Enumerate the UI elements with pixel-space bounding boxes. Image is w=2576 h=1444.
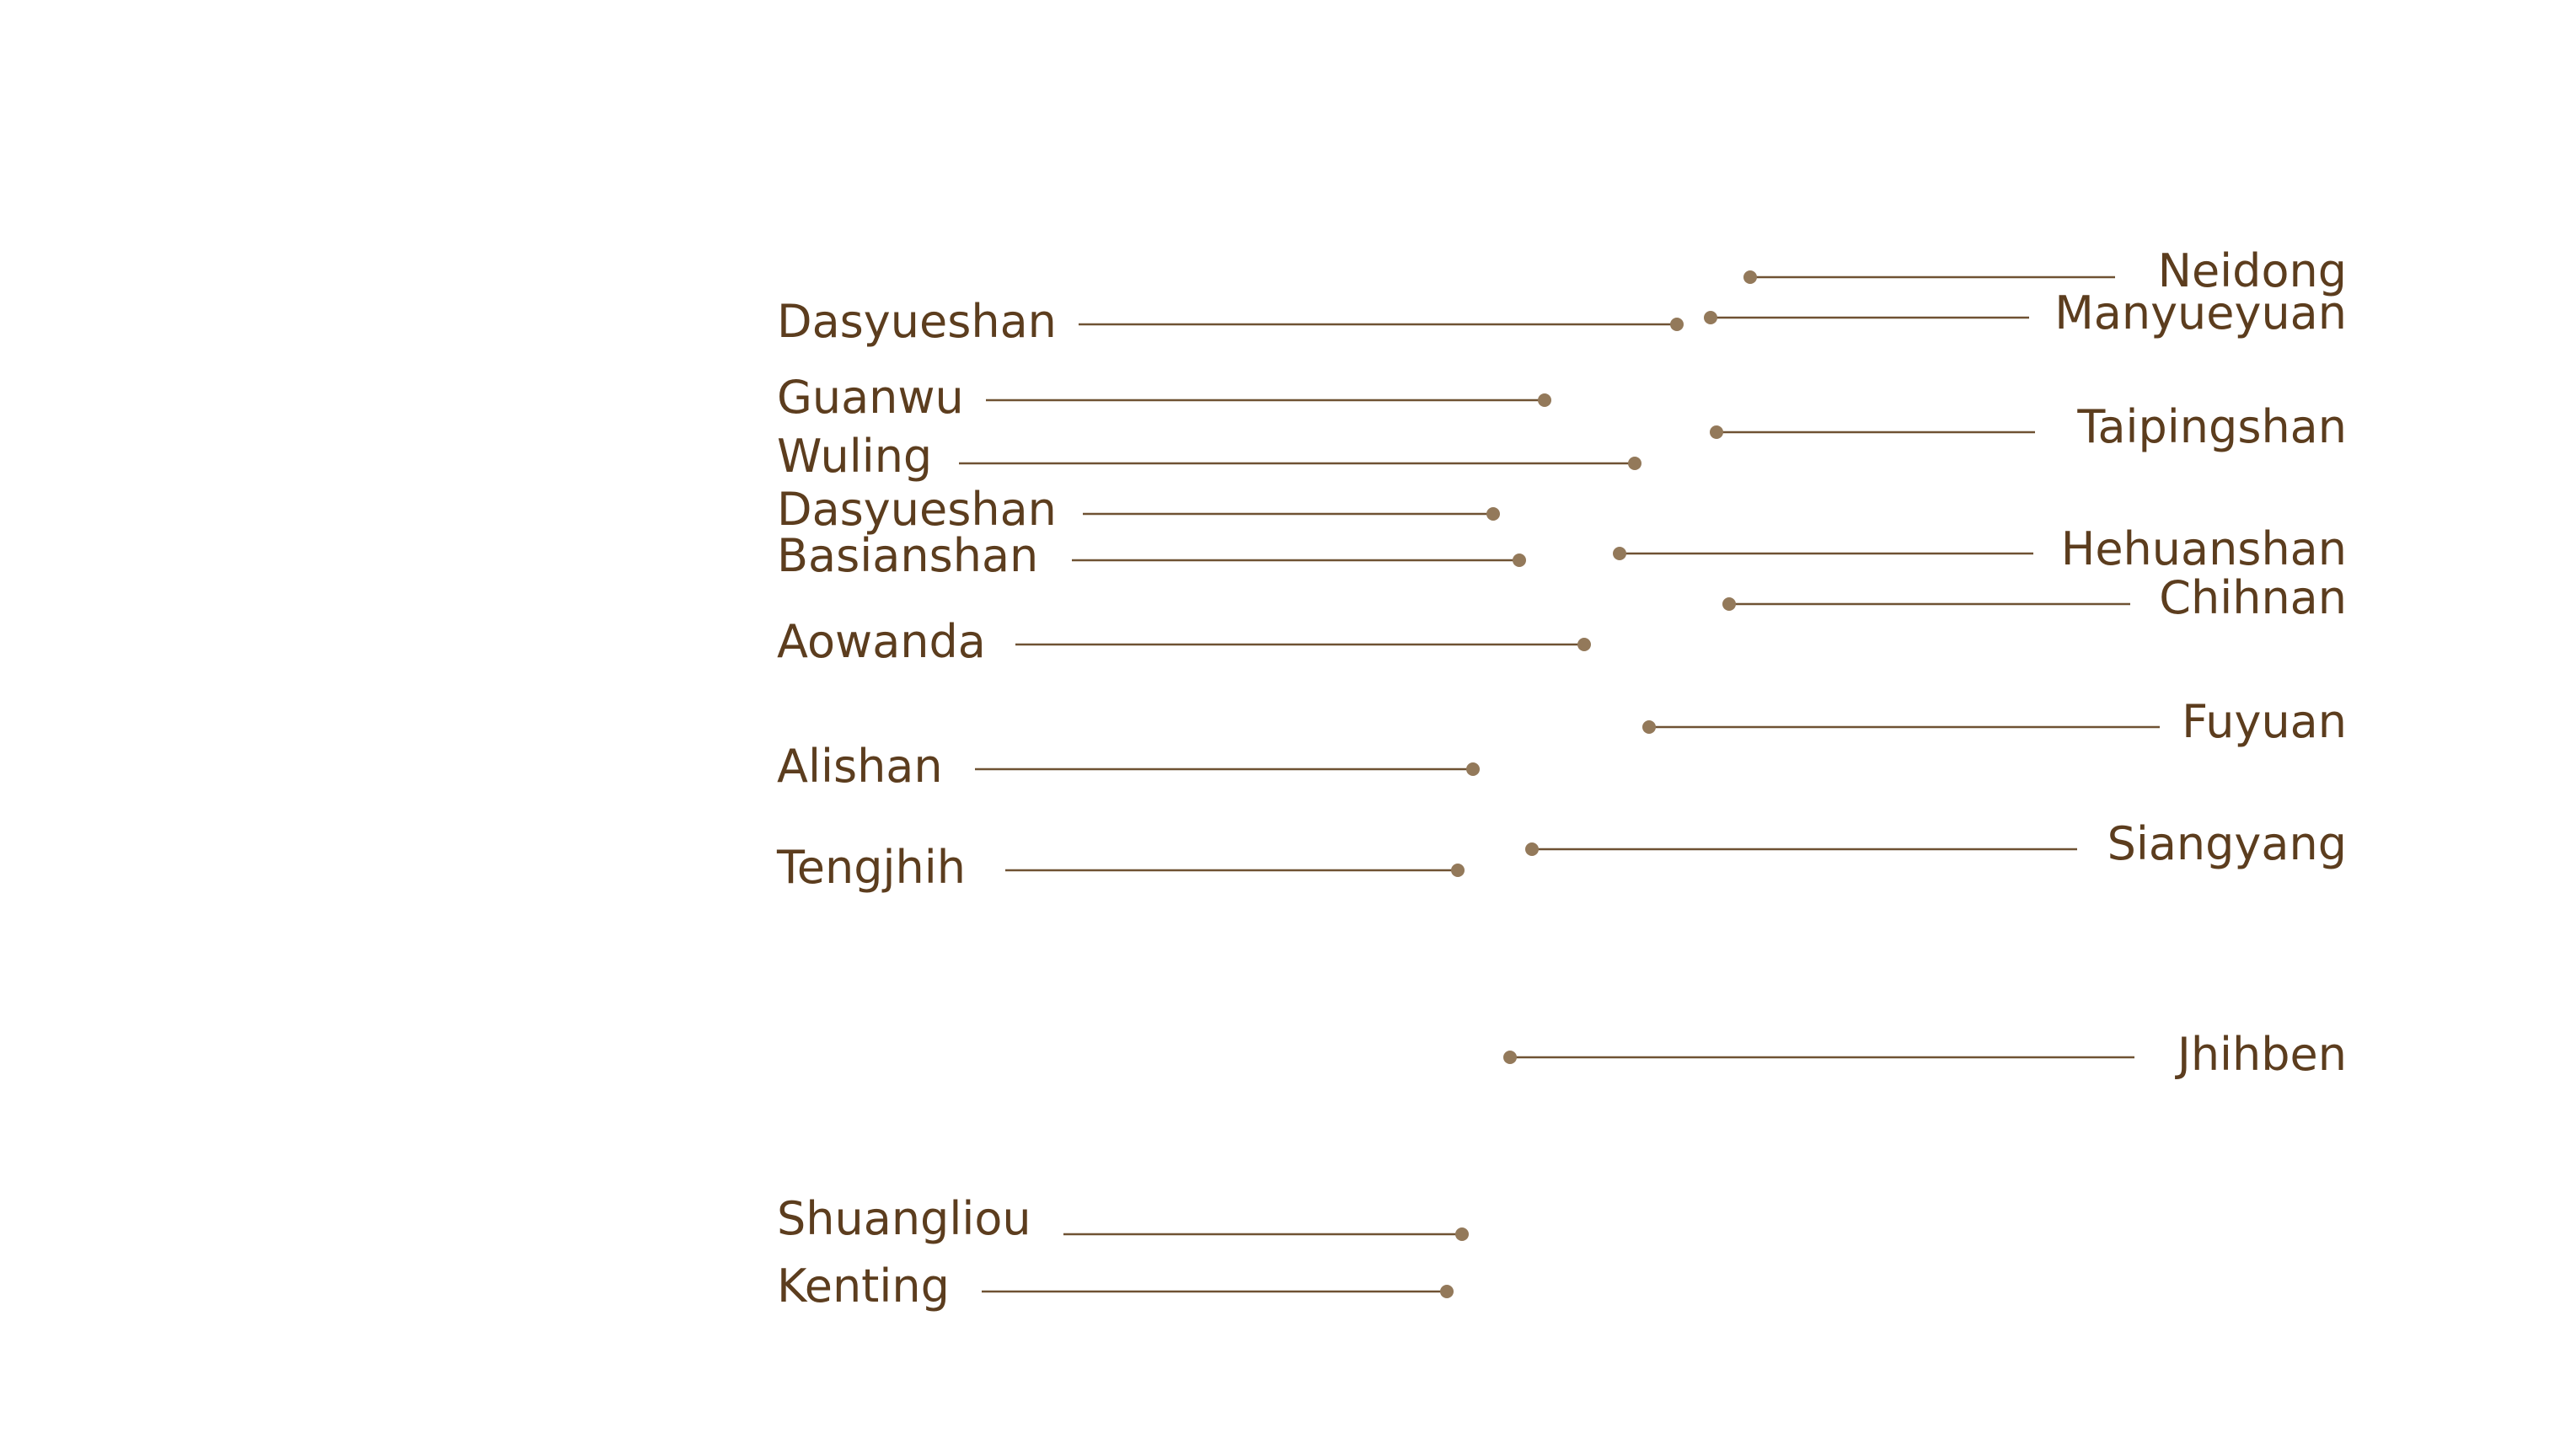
callout-left-9: Kenting: [777, 1259, 1454, 1313]
location-dot: [1743, 270, 1757, 284]
callout-right-4: Chihnan: [1722, 571, 2347, 624]
left-callouts: Dasyueshan Guanwu Wuling Dasyueshan Basi…: [776, 295, 1684, 1313]
location-dot: [1613, 547, 1626, 560]
location-label: Dasyueshan: [777, 483, 1057, 536]
location-dot: [1466, 762, 1480, 776]
location-label: Guanwu: [777, 371, 964, 424]
location-label: Basianshan: [777, 529, 1038, 582]
location-dot: [1486, 507, 1500, 521]
location-label: Dasyueshan: [777, 295, 1057, 348]
callout-left-7: Tengjhih: [776, 841, 1465, 894]
location-label: Kenting: [777, 1259, 950, 1313]
callout-right-6: Siangyang: [1525, 817, 2347, 870]
callout-left-4: Basianshan: [777, 529, 1526, 582]
location-dot: [1670, 318, 1684, 331]
location-dot: [1628, 457, 1641, 470]
callout-left-1: Guanwu: [777, 371, 1551, 424]
location-dot: [1455, 1227, 1469, 1241]
location-dot: [1704, 311, 1717, 324]
callout-left-6: Alishan: [777, 740, 1480, 793]
location-label: Fuyuan: [2182, 695, 2347, 748]
location-label: Jhihben: [2175, 1028, 2347, 1081]
location-label: Chihnan: [2159, 571, 2347, 624]
location-label: Shuangliou: [777, 1192, 1031, 1245]
callout-right-1: Manyueyuan: [1704, 286, 2347, 340]
callout-right-0: Neidong: [1743, 244, 2347, 297]
location-dot: [1440, 1285, 1454, 1298]
location-dot: [1710, 425, 1723, 439]
location-label: Hehuanshan: [2061, 522, 2347, 575]
callout-left-0: Dasyueshan: [777, 295, 1684, 348]
callout-left-8: Shuangliou: [777, 1192, 1469, 1245]
location-label: Siangyang: [2107, 817, 2347, 870]
location-dot: [1577, 638, 1591, 651]
right-callouts: Neidong Manyueyuan Taipingshan Hehuansha…: [1503, 244, 2347, 1081]
callout-right-3: Hehuanshan: [1613, 522, 2347, 575]
location-dot: [1513, 554, 1526, 567]
location-dot: [1538, 393, 1551, 407]
location-dot: [1503, 1051, 1517, 1064]
location-dot: [1451, 864, 1465, 877]
location-dot: [1722, 597, 1736, 611]
location-label: Neidong: [2158, 244, 2347, 297]
callout-left-3: Dasyueshan: [777, 483, 1500, 536]
callout-left-5: Aowanda: [777, 615, 1591, 668]
callout-right-2: Taipingshan: [1710, 400, 2347, 453]
callout-right-7: Jhihben: [1503, 1028, 2347, 1081]
location-label: Taipingshan: [2076, 400, 2347, 453]
location-label: Tengjhih: [776, 841, 966, 894]
callout-left-2: Wuling: [777, 430, 1641, 483]
location-label: Manyueyuan: [2054, 286, 2347, 340]
location-dot: [1642, 720, 1656, 734]
callout-right-5: Fuyuan: [1642, 695, 2347, 748]
location-dot: [1525, 842, 1539, 856]
location-label: Alishan: [777, 740, 943, 793]
location-label: Aowanda: [777, 615, 986, 668]
location-label: Wuling: [777, 430, 932, 483]
